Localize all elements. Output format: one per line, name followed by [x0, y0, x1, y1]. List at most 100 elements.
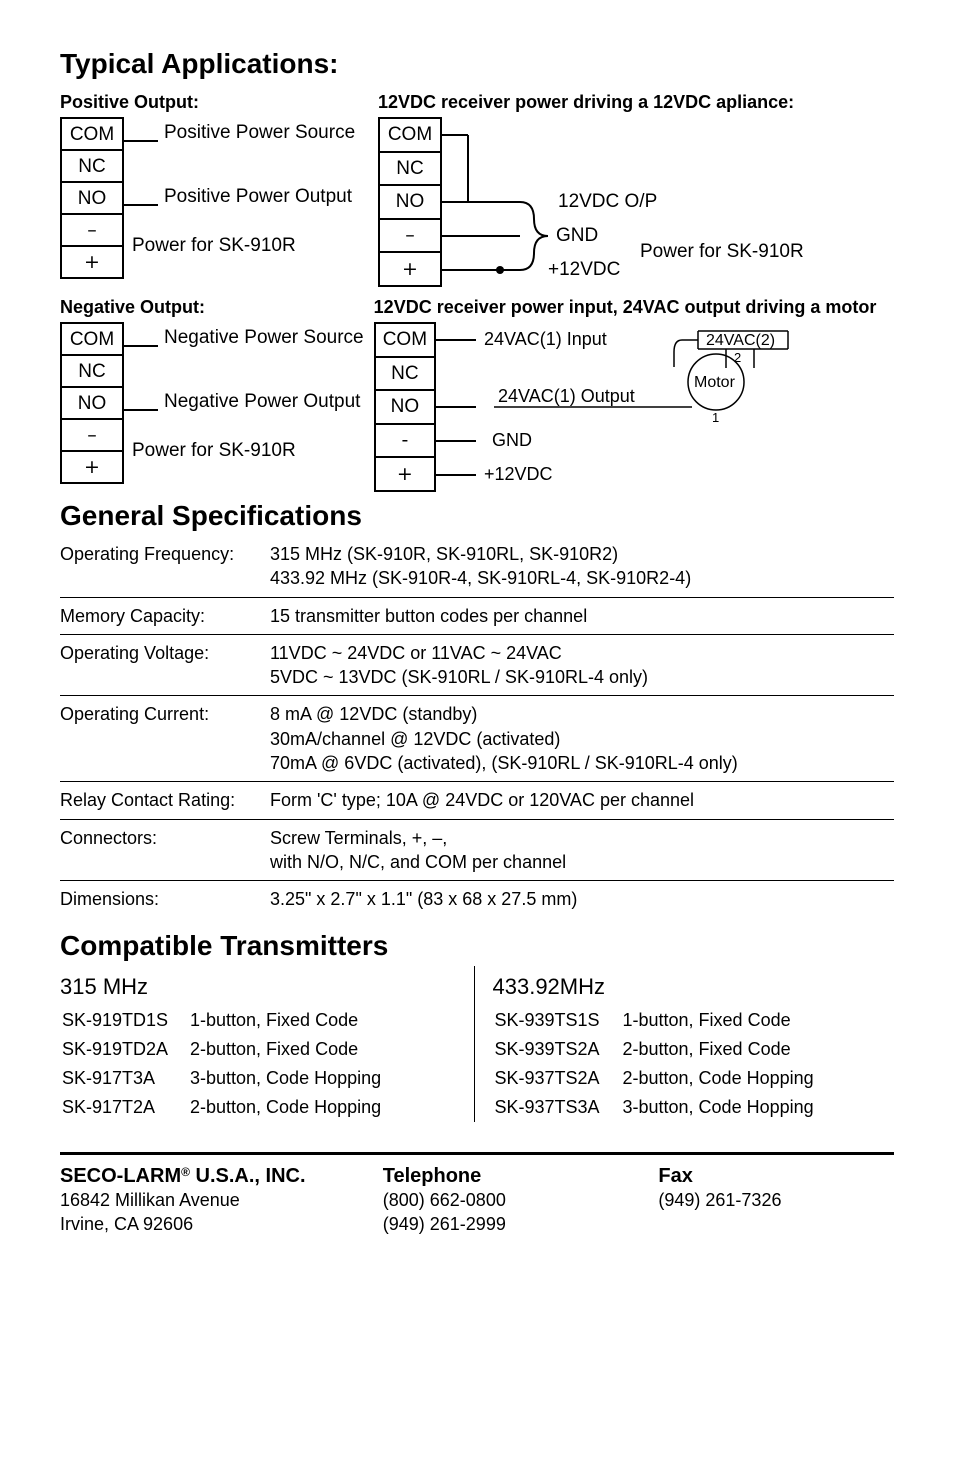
- term-com: COM: [375, 323, 435, 357]
- specs-key: Memory Capacity:: [60, 597, 270, 634]
- specs-key: Relay Contact Rating:: [60, 782, 270, 819]
- footer-fax-label: Fax: [658, 1165, 894, 1188]
- v24out-text: 24VAC(1) Output: [498, 386, 635, 406]
- tx-model: SK-939TS1S: [493, 1006, 621, 1035]
- tx-row: SK-939TS1S1-button, Fixed Code: [493, 1006, 895, 1035]
- footer-rule: [60, 1152, 894, 1155]
- footer-fax-block: Fax (949) 261-7326: [658, 1165, 894, 1237]
- specs-row: Dimensions:3.25" x 2.7" x 1.1" (83 x 68 …: [60, 881, 894, 918]
- footer-fax1: (949) 261-7326: [658, 1188, 894, 1212]
- r24vac-wiring-svg: 24VAC(1) Input 24VAC(1) Output GND +12VD…: [436, 322, 906, 492]
- positive-output-block: Positive Output: COM NC NO – + Positive …: [60, 84, 370, 287]
- specs-table: Operating Frequency:315 MHz (SK-910R, SK…: [60, 536, 894, 918]
- r12vdc-block: 12VDC receiver power driving a 12VDC apl…: [378, 84, 894, 287]
- motor-text: Motor: [694, 374, 736, 391]
- footer-tel2: (949) 261-2999: [383, 1212, 619, 1236]
- tx-row: SK-937TS2A2-button, Code Hopping: [493, 1064, 895, 1093]
- registered-mark: ®: [181, 1165, 190, 1179]
- tx-model: SK-917T3A: [60, 1064, 188, 1093]
- specs-key: Operating Voltage:: [60, 634, 270, 696]
- p12-text: +12VDC: [548, 259, 620, 280]
- gnd-text-2: GND: [492, 430, 532, 450]
- positive-output-title: Positive Output:: [60, 92, 370, 113]
- tx-desc: 2-button, Code Hopping: [621, 1064, 895, 1093]
- specs-row: Connectors:Screw Terminals, +, –,with N/…: [60, 819, 894, 881]
- page: Typical Applications: Positive Output: C…: [0, 0, 954, 1284]
- footer-company-block: SECO-LARM® U.S.A., INC. 16842 Millikan A…: [60, 1165, 343, 1237]
- specs-value: 15 transmitter button codes per channel: [270, 597, 894, 634]
- compat-col-433: 433.92MHz SK-939TS1S1-button, Fixed Code…: [475, 966, 895, 1122]
- term-nc: NC: [61, 150, 123, 182]
- specs-value: 3.25" x 2.7" x 1.1" (83 x 68 x 27.5 mm): [270, 881, 894, 918]
- term-com: COM: [379, 118, 441, 152]
- term-no: NO: [379, 185, 441, 219]
- specs-value: Form 'C' type; 10A @ 24VDC or 120VAC per…: [270, 782, 894, 819]
- txlist-315: SK-919TD1S1-button, Fixed CodeSK-919TD2A…: [60, 1006, 462, 1122]
- gnd-text: GND: [556, 225, 598, 246]
- specs-value: Screw Terminals, +, –,with N/O, N/C, and…: [270, 819, 894, 881]
- term-minus: –: [61, 419, 123, 451]
- footer-addr2: Irvine, CA 92606: [60, 1212, 343, 1236]
- r12-pwr-note: Power for SK-910R: [640, 241, 804, 262]
- term-minus: –: [379, 219, 441, 253]
- positive-output-terminal-table: COM NC NO – +: [60, 117, 124, 279]
- freq-head-315: 315 MHz: [60, 974, 462, 1000]
- term-nc: NC: [61, 355, 123, 387]
- footer-company-name: SECO-LARM® U.S.A., INC.: [60, 1165, 343, 1188]
- term-nc: NC: [375, 357, 435, 391]
- neg-out-label: Negative Power Output: [164, 391, 360, 413]
- compat-tx-heading: Compatible Transmitters: [60, 930, 894, 962]
- term-minus: -: [375, 424, 435, 458]
- tx-desc: 3-button, Code Hopping: [621, 1093, 895, 1122]
- pos-out-label: Positive Power Output: [164, 186, 352, 208]
- specs-value: 11VDC ~ 24VDC or 11VAC ~ 24VAC5VDC ~ 13V…: [270, 634, 894, 696]
- tx-desc: 2-button, Code Hopping: [188, 1093, 462, 1122]
- compat-col-315: 315 MHz SK-919TD1S1-button, Fixed CodeSK…: [60, 966, 475, 1122]
- tx-desc: 3-button, Code Hopping: [188, 1064, 462, 1093]
- specs-key: Dimensions:: [60, 881, 270, 918]
- tx-model: SK-937TS3A: [493, 1093, 621, 1122]
- tx-model: SK-939TS2A: [493, 1035, 621, 1064]
- r12vdc-terminal-table: COM NC NO – +: [378, 117, 442, 287]
- tx-desc: 1-button, Fixed Code: [621, 1006, 895, 1035]
- term-plus: +: [379, 252, 441, 286]
- general-specs-heading: General Specifications: [60, 500, 894, 532]
- txlist-433: SK-939TS1S1-button, Fixed CodeSK-939TS2A…: [493, 1006, 895, 1122]
- specs-key: Operating Frequency:: [60, 536, 270, 597]
- specs-row: Relay Contact Rating:Form 'C' type; 10A …: [60, 782, 894, 819]
- r12vdc-op-text: 12VDC O/P: [558, 191, 657, 212]
- footer-addr1: 16842 Millikan Avenue: [60, 1188, 343, 1212]
- term-plus: +: [61, 451, 123, 483]
- r24vac-block: 12VDC receiver power input, 24VAC output…: [374, 289, 894, 492]
- footer-tel-block: Telephone (800) 662-0800 (949) 261-2999: [383, 1165, 619, 1237]
- negative-output-wires: Negative Power Source Negative Power Out…: [124, 322, 364, 484]
- specs-key: Operating Current:: [60, 696, 270, 782]
- term-nc: NC: [379, 152, 441, 186]
- footer-tel1: (800) 662-0800: [383, 1188, 619, 1212]
- tx-row: SK-939TS2A2-button, Fixed Code: [493, 1035, 895, 1064]
- diagram-row-1: Positive Output: COM NC NO – + Positive …: [60, 84, 894, 287]
- specs-row: Operating Frequency:315 MHz (SK-910R, SK…: [60, 536, 894, 597]
- term-no: NO: [375, 390, 435, 424]
- pos-power-note: Power for SK-910R: [132, 233, 296, 257]
- tx-row: SK-919TD1S1-button, Fixed Code: [60, 1006, 462, 1035]
- specs-value: 315 MHz (SK-910R, SK-910RL, SK-910R2)433…: [270, 536, 894, 597]
- term-com: COM: [61, 323, 123, 355]
- specs-key: Connectors:: [60, 819, 270, 881]
- tx-desc: 2-button, Fixed Code: [621, 1035, 895, 1064]
- tx-row: SK-917T2A2-button, Code Hopping: [60, 1093, 462, 1122]
- negative-output-terminal-table: COM NC NO – +: [60, 322, 124, 484]
- term-minus: –: [61, 214, 123, 246]
- footer-tel-label: Telephone: [383, 1165, 619, 1188]
- pos-src-label: Positive Power Source: [164, 122, 355, 144]
- positive-output-wires: Positive Power Source Positive Power Out…: [124, 117, 355, 279]
- specs-row: Operating Current:8 mA @ 12VDC (standby)…: [60, 696, 894, 782]
- tx-row: SK-937TS3A3-button, Code Hopping: [493, 1093, 895, 1122]
- compat-row: 315 MHz SK-919TD1S1-button, Fixed CodeSK…: [60, 966, 894, 1122]
- v24in-text: 24VAC(1) Input: [484, 329, 607, 349]
- tx-model: SK-937TS2A: [493, 1064, 621, 1093]
- specs-value: 8 mA @ 12VDC (standby)30mA/channel @ 12V…: [270, 696, 894, 782]
- term-no: NO: [61, 387, 123, 419]
- tx-desc: 1-button, Fixed Code: [188, 1006, 462, 1035]
- svg-text:2: 2: [734, 350, 741, 365]
